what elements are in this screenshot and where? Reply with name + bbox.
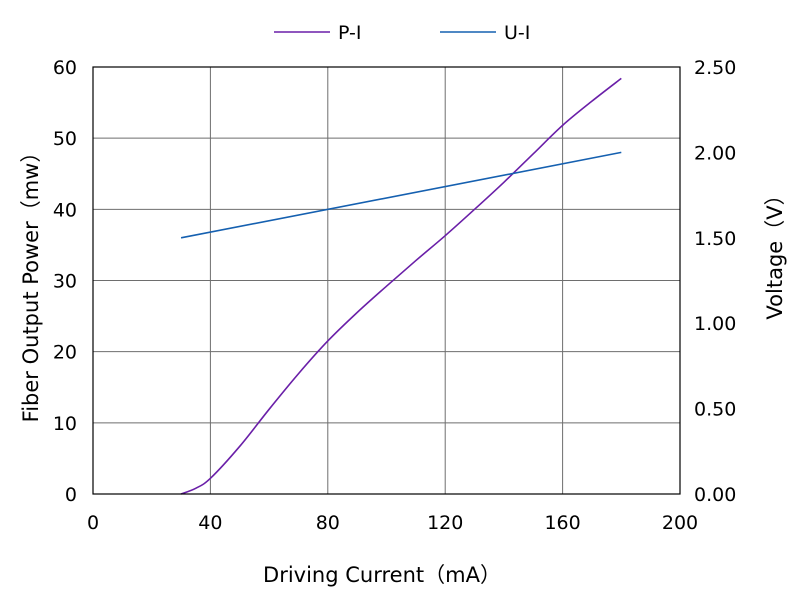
y-right-tick-label: 0.50 bbox=[694, 399, 736, 421]
y-left-tick-label: 30 bbox=[53, 271, 77, 293]
y-left-tick-label: 60 bbox=[53, 57, 77, 79]
grid bbox=[92, 66, 681, 495]
y-left-axis-label: Fiber Output Power（mw） bbox=[19, 142, 43, 423]
y-right-tick-label: 0.00 bbox=[694, 484, 736, 506]
y-right-tick-label: 2.50 bbox=[694, 57, 736, 79]
y-right-tick-label: 1.00 bbox=[694, 313, 736, 335]
y-right-tick-label: 2.00 bbox=[694, 142, 736, 164]
x-tick-label: 40 bbox=[198, 512, 222, 534]
x-tick-label: 200 bbox=[662, 512, 698, 534]
legend: P-I U-I bbox=[274, 22, 530, 44]
series-line-u-i bbox=[180, 151, 622, 239]
x-tick-label: 120 bbox=[427, 512, 463, 534]
y-left-tick-label: 20 bbox=[53, 342, 77, 364]
legend-label-p-i: P-I bbox=[338, 22, 362, 44]
y-right-axis-label: Voltage（V） bbox=[763, 184, 787, 319]
legend-label-u-i: U-I bbox=[504, 22, 530, 44]
y-left-tick-label: 0 bbox=[65, 484, 77, 506]
x-axis-ticks: 0 40 80 120 160 200 bbox=[87, 512, 698, 534]
y-right-tick-label: 1.50 bbox=[694, 228, 736, 250]
y-left-tick-label: 10 bbox=[53, 413, 77, 435]
series-line-p-i bbox=[180, 77, 622, 495]
y-left-tick-label: 50 bbox=[53, 128, 77, 150]
y-left-axis-ticks: 0 10 20 30 40 50 60 bbox=[53, 57, 77, 506]
x-tick-label: 0 bbox=[87, 512, 99, 534]
plot-frame bbox=[92, 66, 681, 495]
x-tick-label: 80 bbox=[316, 512, 340, 534]
series-layer bbox=[180, 77, 622, 495]
x-tick-label: 160 bbox=[544, 512, 580, 534]
x-axis-label: Driving Current（mA） bbox=[263, 563, 501, 587]
y-right-axis-ticks: 0.00 0.50 1.00 1.50 2.00 2.50 bbox=[694, 57, 736, 506]
y-left-tick-label: 40 bbox=[53, 199, 77, 221]
